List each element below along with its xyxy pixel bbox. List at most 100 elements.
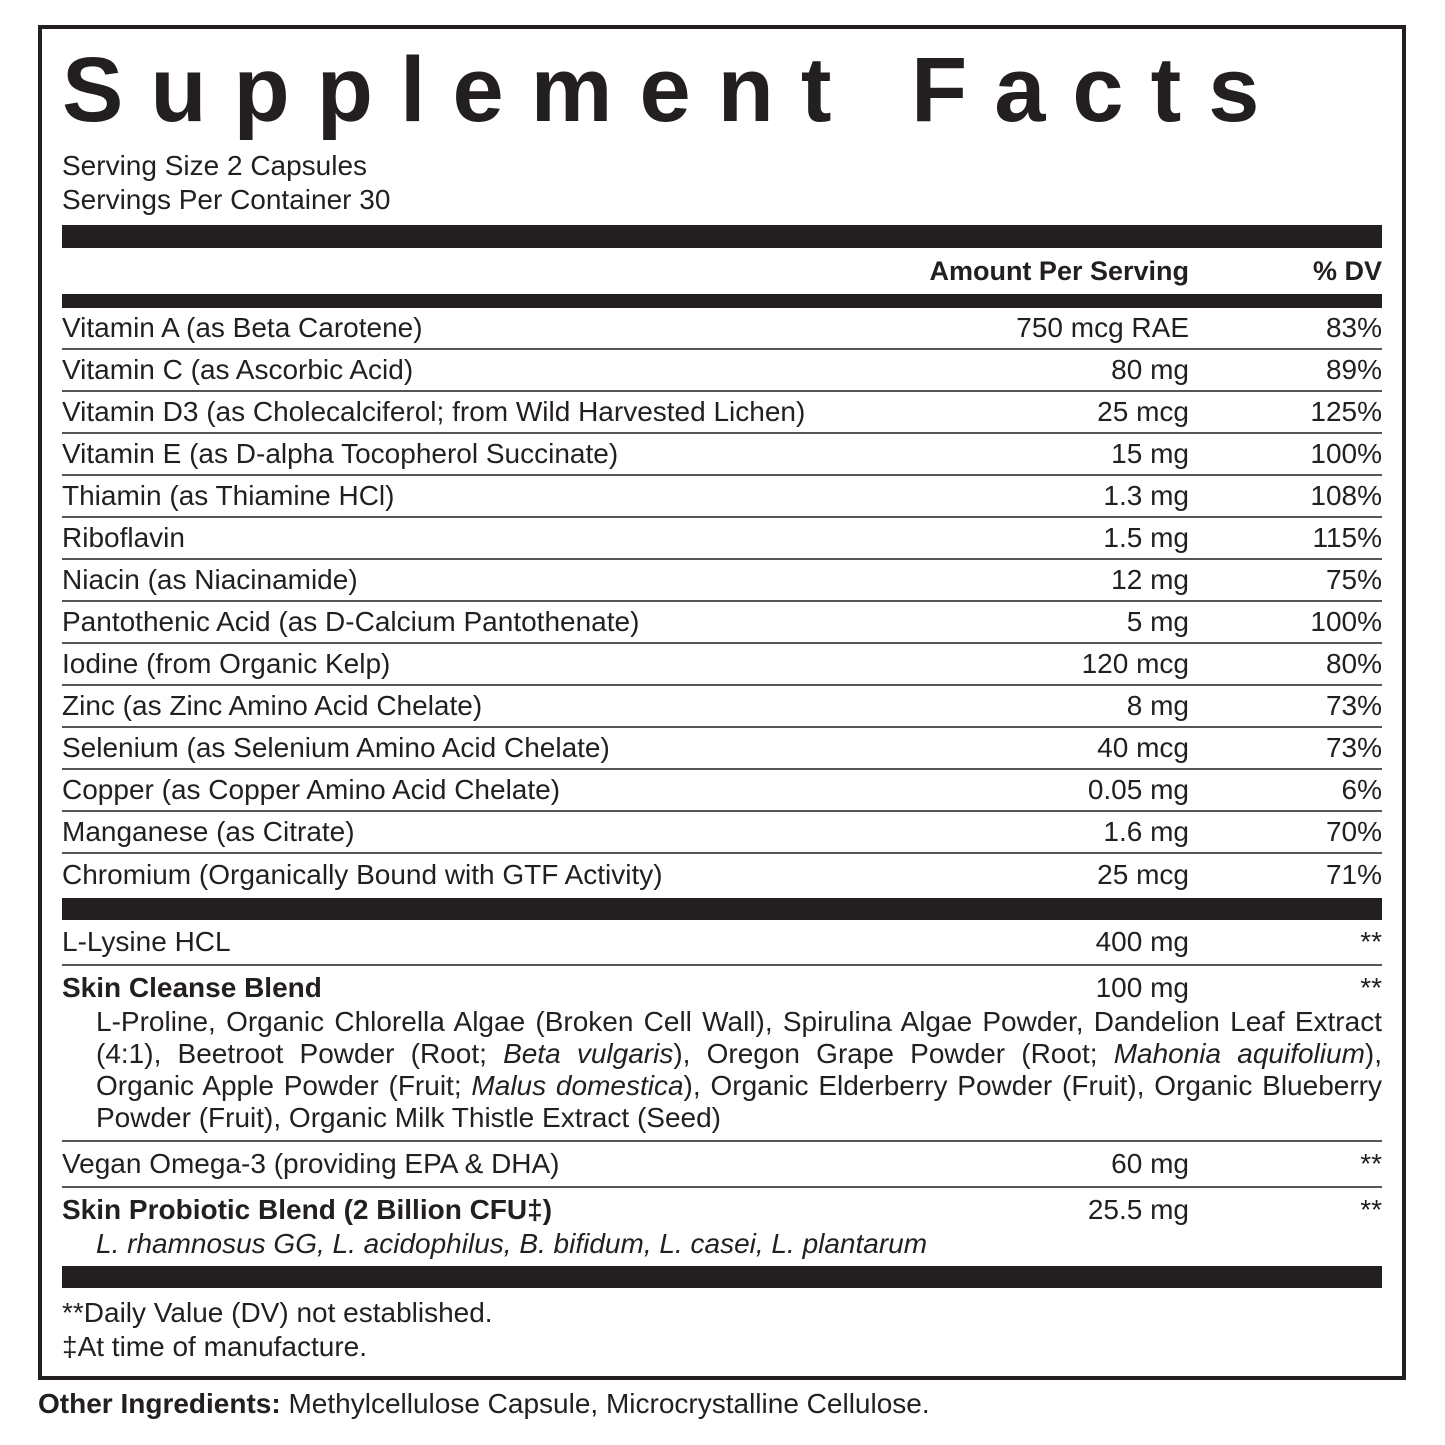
- nutrient-amount: 25 mcg: [1097, 396, 1189, 427]
- nutrient-name: Chromium (Organically Bound with GTF Act…: [62, 859, 663, 890]
- ingredient-row: Skin Probiotic Blend (2 Billion CFU‡) 25.…: [62, 1188, 1382, 1266]
- description-part: ), Organic Elderberry Powder (Fruit), Or…: [96, 1070, 1382, 1133]
- nutrient-row: Thiamin (as Thiamine HCl) 1.3 mg 108%: [62, 476, 1382, 518]
- nutrient-dv: 125%: [1310, 396, 1382, 427]
- nutrient-amount: 120 mcg: [1081, 648, 1189, 679]
- other-ingredients-text: Methylcellulose Capsule, Microcrystallin…: [288, 1388, 930, 1419]
- description-part: Beta vulgaris: [503, 1038, 674, 1069]
- nutrient-row: Vitamin E (as D-alpha Tocopherol Succina…: [62, 434, 1382, 476]
- nutrient-name: Zinc (as Zinc Amino Acid Chelate): [62, 690, 483, 721]
- nutrient-name: Thiamin (as Thiamine HCl): [62, 480, 395, 511]
- nutrient-row: Vitamin D3 (as Cholecalciferol; from Wil…: [62, 392, 1382, 434]
- description-part: Malus domestica: [471, 1070, 684, 1101]
- nutrient-row: Zinc (as Zinc Amino Acid Chelate) 8 mg 73%: [62, 686, 1382, 728]
- ingredient-line: L-Lysine HCL 400 mg **: [62, 926, 1382, 958]
- nutrient-row: Niacin (as Niacinamide) 12 mg 75%: [62, 560, 1382, 602]
- nutrient-dv: 83%: [1325, 312, 1382, 343]
- nutrient-name: Pantothenic Acid (as D-Calcium Pantothen…: [62, 606, 640, 637]
- nutrient-dv: 115%: [1312, 522, 1382, 553]
- ingredient-line: Skin Probiotic Blend (2 Billion CFU‡) 25.…: [62, 1194, 1382, 1226]
- nutrient-dv: 70%: [1325, 816, 1382, 847]
- nutrient-name: Riboflavin: [62, 522, 185, 553]
- ingredient-name: L-Lysine HCL: [62, 926, 231, 957]
- ingredient-dv: **: [1360, 1148, 1382, 1179]
- nutrient-amount: 15 mg: [1111, 438, 1189, 469]
- divider: [62, 225, 1382, 248]
- ingredient-line: Vegan Omega-3 (providing EPA & DHA) 60 mg…: [62, 1148, 1382, 1180]
- nutrient-amount: 750 mcg RAE: [1016, 312, 1189, 343]
- ingredient-dv: **: [1360, 1194, 1382, 1225]
- vitamin-list: Vitamin A (as Beta Carotene) 750 mcg RAE 8…: [62, 308, 1382, 896]
- nutrient-dv: 100%: [1310, 438, 1382, 469]
- description-part: L. rhamnosus GG, L. acidophilus, B. bifi…: [96, 1228, 928, 1259]
- footnote: ‡At time of manufacture.: [62, 1331, 368, 1362]
- nutrient-dv: 100%: [1310, 606, 1382, 637]
- nutrient-row: Pantothenic Acid (as D-Calcium Pantothen…: [62, 602, 1382, 644]
- nutrient-dv: 71%: [1325, 859, 1382, 890]
- nutrient-row: Vitamin C (as Ascorbic Acid) 80 mg 89%: [62, 350, 1382, 392]
- nutrient-name: Niacin (as Niacinamide): [62, 564, 358, 595]
- nutrient-row: Copper (as Copper Amino Acid Chelate) 0.0…: [62, 770, 1382, 812]
- nutrient-amount: 0.05 mg: [1087, 774, 1189, 805]
- nutrient-dv: 6%: [1341, 774, 1382, 805]
- other-list: L-Lysine HCL 400 mg ** Skin Cleanse Blend 10…: [62, 920, 1382, 1266]
- nutrient-row: Manganese (as Citrate) 1.6 mg 70%: [62, 812, 1382, 854]
- nutrient-name: Vitamin A (as Beta Carotene): [62, 312, 423, 343]
- ingredient-amount: 100 mg: [1095, 972, 1189, 1003]
- other-ingredients: Other Ingredients: Methylcellulose Capsu…: [38, 1388, 930, 1420]
- ingredient-dv: **: [1360, 926, 1382, 957]
- nutrient-amount: 12 mg: [1111, 564, 1189, 595]
- nutrient-amount: 1.5 mg: [1103, 522, 1189, 553]
- nutrient-dv: 75%: [1325, 564, 1382, 595]
- footnote: **Daily Value (DV) not established.: [62, 1297, 493, 1328]
- nutrient-amount: 1.6 mg: [1103, 816, 1189, 847]
- description-part: L-Proline, Organic Chlorella Algae (Brok…: [96, 1006, 1382, 1069]
- dv-header: % DV: [1312, 255, 1382, 286]
- title: Supplement Facts: [62, 39, 1287, 141]
- blend-description: L. rhamnosus GG, L. acidophilus, B. bifi…: [62, 1228, 1382, 1260]
- nutrient-amount: 25 mcg: [1097, 859, 1189, 890]
- nutrient-name: Vitamin E (as D-alpha Tocopherol Succina…: [62, 438, 619, 469]
- facts-panel: Supplement Facts Serving Size 2 Capsules…: [38, 25, 1406, 1380]
- amount-header: Amount Per Serving: [929, 255, 1189, 286]
- nutrient-row: Selenium (as Selenium Amino Acid Chelate…: [62, 728, 1382, 770]
- ingredient-amount: 25.5 mg: [1087, 1194, 1189, 1225]
- nutrient-dv: 108%: [1310, 480, 1382, 511]
- description-part: Mahonia aquifolium: [1113, 1038, 1365, 1069]
- nutrient-dv: 73%: [1325, 690, 1382, 721]
- nutrient-dv: 80%: [1325, 648, 1382, 679]
- footnotes: **Daily Value (DV) not established. ‡At t…: [62, 1296, 1382, 1364]
- ingredient-row: Skin Cleanse Blend 100 mg ** L-Proline, Org…: [62, 966, 1382, 1142]
- nutrient-amount: 80 mg: [1111, 354, 1189, 385]
- other-ingredients-label: Other Ingredients:: [38, 1388, 281, 1419]
- nutrient-row: Riboflavin 1.5 mg 115%: [62, 518, 1382, 560]
- nutrient-amount: 40 mcg: [1097, 732, 1189, 763]
- servings-per-container: Servings Per Container 30: [62, 184, 391, 215]
- nutrient-row: Chromium (Organically Bound with GTF Act…: [62, 854, 1382, 896]
- nutrient-row: Vitamin A (as Beta Carotene) 750 mcg RAE 8…: [62, 308, 1382, 350]
- ingredient-name: Vegan Omega-3 (providing EPA & DHA): [62, 1148, 560, 1179]
- nutrient-name: Vitamin C (as Ascorbic Acid): [62, 354, 414, 385]
- divider: [62, 1266, 1382, 1288]
- column-header: Amount Per Serving % DV: [62, 248, 1382, 294]
- ingredient-name: Skin Probiotic Blend (2 Billion CFU‡): [62, 1194, 553, 1225]
- nutrient-amount: 8 mg: [1126, 690, 1189, 721]
- ingredient-amount: 400 mg: [1095, 926, 1189, 957]
- description-part: ), Oregon Grape Powder (Root;: [673, 1038, 1114, 1069]
- nutrient-amount: 1.3 mg: [1103, 480, 1189, 511]
- nutrient-name: Vitamin D3 (as Cholecalciferol; from Wil…: [62, 396, 806, 427]
- ingredient-dv: **: [1360, 972, 1382, 1003]
- serving-size: Serving Size 2 Capsules: [62, 150, 368, 181]
- blend-description: L-Proline, Organic Chlorella Algae (Brok…: [62, 1006, 1382, 1134]
- nutrient-name: Copper (as Copper Amino Acid Chelate): [62, 774, 561, 805]
- ingredient-row: Vegan Omega-3 (providing EPA & DHA) 60 mg…: [62, 1142, 1382, 1188]
- nutrient-dv: 89%: [1325, 354, 1382, 385]
- divider: [62, 294, 1382, 308]
- nutrient-name: Manganese (as Citrate): [62, 816, 355, 847]
- description-part: ), Organic Apple Powder (Fruit;: [96, 1038, 1382, 1101]
- ingredient-name: Skin Cleanse Blend: [62, 972, 322, 1003]
- nutrient-row: Iodine (from Organic Kelp) 120 mcg 80%: [62, 644, 1382, 686]
- nutrient-name: Selenium (as Selenium Amino Acid Chelate…: [62, 732, 610, 763]
- ingredient-line: Skin Cleanse Blend 100 mg **: [62, 972, 1382, 1004]
